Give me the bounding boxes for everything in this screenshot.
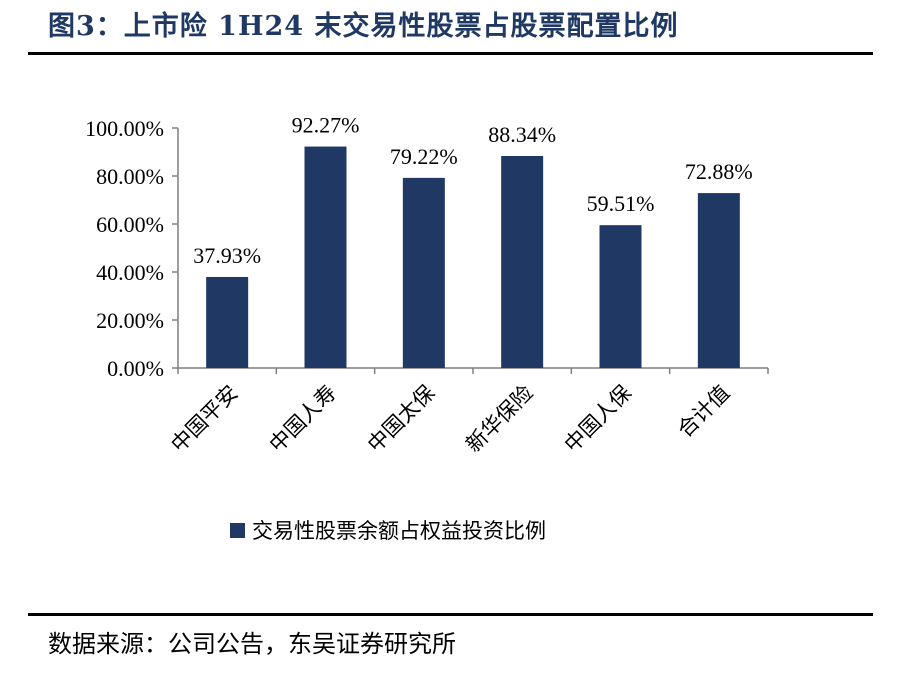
- bar: [697, 193, 740, 368]
- x-tick-label: 中国平安: [166, 381, 242, 457]
- top-divider: [28, 52, 873, 55]
- bar: [402, 177, 445, 368]
- x-tick-label: 新华保险: [461, 381, 537, 457]
- y-tick-label: 0.00%: [107, 356, 164, 381]
- y-tick-label: 80.00%: [96, 164, 164, 189]
- source-note: 数据来源：公司公告，东吴证券研究所: [48, 630, 456, 658]
- y-tick-label: 60.00%: [96, 212, 164, 237]
- bar: [206, 276, 249, 368]
- y-tick-label: 100.00%: [85, 116, 164, 141]
- bar-value-label: 88.34%: [488, 122, 556, 147]
- bar-value-label: 79.22%: [390, 144, 458, 169]
- bar: [599, 225, 642, 368]
- bar-value-label: 59.51%: [587, 191, 655, 216]
- y-tick-label: 40.00%: [96, 260, 164, 285]
- bar-value-label: 92.27%: [292, 113, 360, 138]
- x-tick-label: 中国人保: [560, 381, 636, 457]
- bar: [304, 146, 347, 368]
- x-tick-label: 中国人寿: [265, 381, 341, 457]
- bar-value-label: 37.93%: [193, 243, 261, 268]
- legend-label: 交易性股票余额占权益投资比例: [252, 519, 546, 543]
- y-tick-label: 20.00%: [96, 308, 164, 333]
- bar-chart: 0.00% 20.00% 40.00% 60.00% 80.00% 100.00% 37.9…: [85, 113, 769, 457]
- bar: [501, 155, 544, 368]
- bar-value-label: 72.88%: [685, 159, 753, 184]
- figure-title: 图3：上市险 1H24 末交易性股票占股票配置比例: [48, 11, 679, 42]
- x-tick-label: 中国太保: [363, 381, 439, 457]
- x-tick-label: 合计值: [673, 381, 735, 443]
- bottom-divider: [28, 613, 873, 616]
- legend: 交易性股票余额占权益投资比例: [230, 515, 546, 545]
- legend-swatch: [230, 522, 245, 538]
